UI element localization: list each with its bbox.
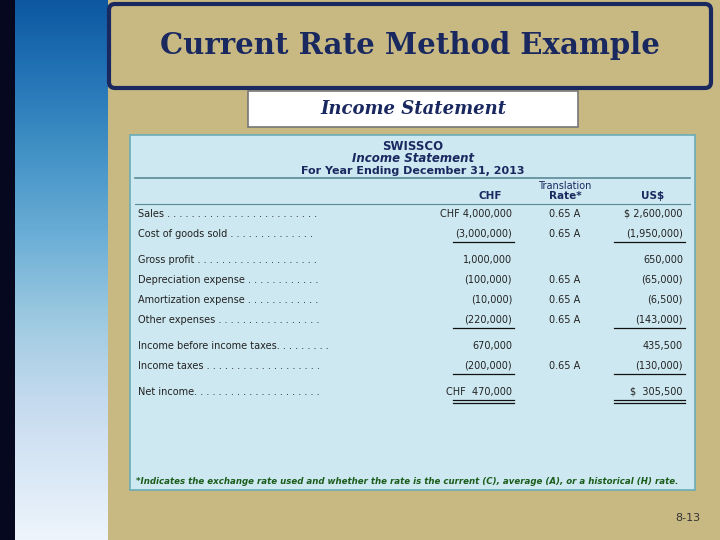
Text: Income Statement: Income Statement xyxy=(320,100,506,118)
Text: For Year Ending December 31, 2013: For Year Ending December 31, 2013 xyxy=(301,166,525,176)
Text: (1,950,000): (1,950,000) xyxy=(626,229,683,239)
Text: Rate*: Rate* xyxy=(549,191,581,201)
Text: 435,500: 435,500 xyxy=(643,341,683,351)
Text: Depreciation expense . . . . . . . . . . . .: Depreciation expense . . . . . . . . . .… xyxy=(138,275,318,285)
Text: Other expenses . . . . . . . . . . . . . . . . .: Other expenses . . . . . . . . . . . . .… xyxy=(138,315,320,325)
Text: (65,000): (65,000) xyxy=(642,275,683,285)
Text: CHF  470,000: CHF 470,000 xyxy=(446,387,512,397)
Text: (100,000): (100,000) xyxy=(464,275,512,285)
Text: Sales . . . . . . . . . . . . . . . . . . . . . . . . .: Sales . . . . . . . . . . . . . . . . . … xyxy=(138,209,317,219)
Text: Gross profit . . . . . . . . . . . . . . . . . . . .: Gross profit . . . . . . . . . . . . . .… xyxy=(138,255,317,265)
Text: Cost of goods sold . . . . . . . . . . . . . .: Cost of goods sold . . . . . . . . . . .… xyxy=(138,229,313,239)
Text: 0.65 A: 0.65 A xyxy=(549,275,580,285)
Text: US$: US$ xyxy=(642,191,665,201)
Text: (200,000): (200,000) xyxy=(464,361,512,371)
Text: $  305,500: $ 305,500 xyxy=(631,387,683,397)
Text: 0.65 A: 0.65 A xyxy=(549,361,580,371)
Bar xyxy=(0,0,15,540)
Text: 0.65 A: 0.65 A xyxy=(549,295,580,305)
Text: Translation: Translation xyxy=(539,181,592,191)
Text: (3,000,000): (3,000,000) xyxy=(455,229,512,239)
Text: (130,000): (130,000) xyxy=(636,361,683,371)
Text: Net income. . . . . . . . . . . . . . . . . . . . .: Net income. . . . . . . . . . . . . . . … xyxy=(138,387,320,397)
Text: Income taxes . . . . . . . . . . . . . . . . . . .: Income taxes . . . . . . . . . . . . . .… xyxy=(138,361,320,371)
Text: (10,000): (10,000) xyxy=(471,295,512,305)
Text: 650,000: 650,000 xyxy=(643,255,683,265)
Text: $ 2,600,000: $ 2,600,000 xyxy=(624,209,683,219)
Text: SWISSCO: SWISSCO xyxy=(382,140,444,153)
Text: 0.65 A: 0.65 A xyxy=(549,315,580,325)
Bar xyxy=(248,91,578,127)
Text: Current Rate Method Example: Current Rate Method Example xyxy=(160,31,660,60)
Text: 8-13: 8-13 xyxy=(675,513,700,523)
Text: (143,000): (143,000) xyxy=(636,315,683,325)
Text: Income Statement: Income Statement xyxy=(352,152,474,165)
Text: 670,000: 670,000 xyxy=(472,341,512,351)
Text: CHF: CHF xyxy=(478,191,502,201)
Text: 1,000,000: 1,000,000 xyxy=(463,255,512,265)
Text: CHF 4,000,000: CHF 4,000,000 xyxy=(440,209,512,219)
Text: (6,500): (6,500) xyxy=(647,295,683,305)
Text: (220,000): (220,000) xyxy=(464,315,512,325)
Bar xyxy=(130,135,695,490)
Text: Amortization expense . . . . . . . . . . . .: Amortization expense . . . . . . . . . .… xyxy=(138,295,318,305)
Text: Income before income taxes. . . . . . . . .: Income before income taxes. . . . . . . … xyxy=(138,341,329,351)
FancyBboxPatch shape xyxy=(109,4,711,88)
Text: *Indicates the exchange rate used and whether the rate is the current (C), avera: *Indicates the exchange rate used and wh… xyxy=(136,477,678,487)
Text: 0.65 A: 0.65 A xyxy=(549,229,580,239)
Text: 0.65 A: 0.65 A xyxy=(549,209,580,219)
